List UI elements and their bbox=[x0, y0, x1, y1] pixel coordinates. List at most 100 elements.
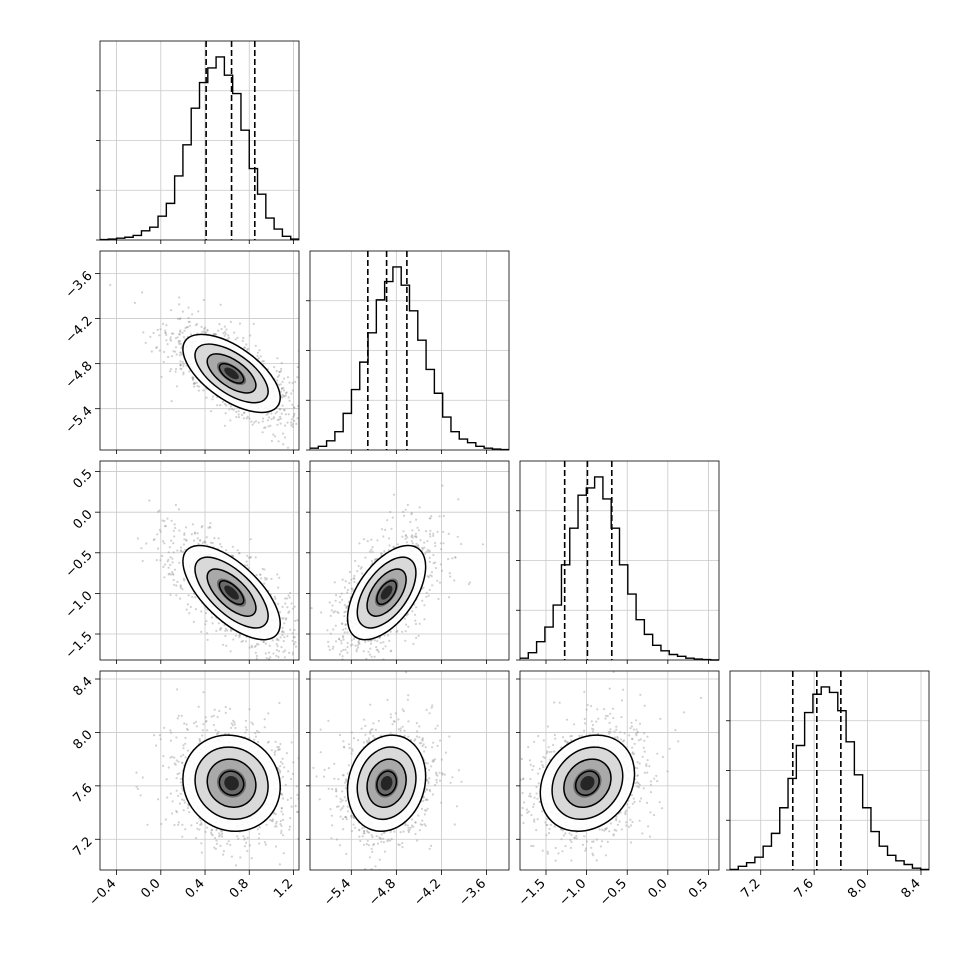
sample-point bbox=[330, 609, 333, 612]
sample-point bbox=[390, 527, 393, 530]
sample-point bbox=[162, 322, 165, 325]
sample-point bbox=[334, 640, 338, 643]
sample-point bbox=[163, 576, 166, 579]
sample-point bbox=[281, 605, 284, 609]
sample-point bbox=[274, 412, 277, 415]
sample-point bbox=[281, 757, 284, 760]
sample-point bbox=[281, 630, 284, 634]
sample-point bbox=[197, 310, 200, 313]
sample-point bbox=[282, 834, 285, 837]
sample-point bbox=[258, 826, 261, 829]
sample-point bbox=[274, 749, 277, 753]
sample-point bbox=[171, 572, 174, 575]
sample-point bbox=[291, 389, 295, 392]
sample-point bbox=[442, 542, 445, 545]
sample-point bbox=[326, 629, 329, 632]
sample-point bbox=[277, 656, 280, 659]
sample-point bbox=[332, 676, 334, 678]
sample-point bbox=[282, 617, 285, 620]
sample-point bbox=[448, 596, 451, 599]
sample-point bbox=[383, 550, 386, 553]
sample-point bbox=[257, 740, 260, 744]
sample-point bbox=[217, 730, 220, 734]
sample-point bbox=[302, 803, 304, 805]
sample-point bbox=[354, 559, 357, 563]
sample-point bbox=[194, 596, 197, 599]
sample-point bbox=[221, 400, 224, 403]
sample-point bbox=[273, 812, 276, 815]
sample-point bbox=[167, 573, 170, 576]
sample-point bbox=[278, 662, 280, 664]
sample-point bbox=[414, 535, 418, 538]
sample-point bbox=[204, 716, 207, 719]
sample-point bbox=[274, 825, 277, 828]
contour-line-3 bbox=[182, 544, 281, 641]
sample-point bbox=[235, 415, 238, 419]
sample-point bbox=[293, 406, 296, 409]
sample-point bbox=[390, 649, 393, 652]
sample-point bbox=[429, 517, 432, 520]
sample-point bbox=[170, 332, 173, 335]
sample-point bbox=[175, 385, 178, 388]
sample-point bbox=[267, 712, 270, 715]
sample-point bbox=[176, 688, 179, 691]
sample-point bbox=[293, 406, 296, 409]
sample-point bbox=[348, 570, 351, 574]
sample-point bbox=[182, 336, 186, 339]
sample-point bbox=[181, 835, 184, 838]
sample-point bbox=[243, 845, 246, 848]
scatter-panel-3-0 bbox=[99, 670, 304, 871]
sample-point bbox=[227, 336, 230, 339]
sample-point bbox=[209, 541, 213, 544]
sample-point bbox=[265, 413, 268, 416]
sample-point bbox=[359, 839, 362, 843]
sample-point bbox=[293, 414, 296, 417]
sample-point bbox=[264, 843, 267, 846]
sample-point bbox=[286, 606, 289, 609]
sample-point bbox=[379, 641, 382, 645]
sample-point bbox=[382, 641, 385, 644]
sample-point bbox=[179, 360, 182, 363]
sample-point bbox=[404, 508, 407, 511]
sample-point bbox=[197, 389, 200, 392]
sample-point bbox=[346, 631, 349, 634]
sample-point bbox=[384, 528, 387, 532]
sample-point bbox=[254, 644, 257, 648]
sample-point bbox=[270, 749, 273, 752]
sample-point bbox=[393, 720, 396, 723]
sample-point bbox=[335, 594, 338, 597]
sample-point bbox=[368, 661, 370, 663]
sample-point bbox=[176, 336, 179, 339]
sample-point bbox=[219, 844, 222, 848]
sample-point bbox=[301, 427, 303, 429]
sample-point bbox=[426, 798, 429, 802]
sample-point bbox=[227, 334, 230, 337]
sample-point bbox=[423, 813, 426, 816]
sample-point bbox=[456, 535, 459, 538]
sample-point bbox=[350, 587, 353, 590]
sample-point bbox=[193, 385, 196, 388]
sample-point bbox=[246, 564, 249, 567]
sample-point bbox=[241, 639, 244, 643]
sample-point bbox=[404, 630, 407, 633]
sample-point bbox=[380, 528, 384, 531]
sample-point bbox=[293, 605, 296, 608]
sample-point bbox=[179, 364, 182, 367]
sample-point bbox=[258, 349, 261, 352]
sample-point bbox=[370, 560, 374, 563]
sample-point bbox=[201, 525, 204, 528]
sample-point bbox=[226, 629, 229, 632]
sample-point bbox=[166, 343, 169, 346]
sample-point bbox=[285, 597, 289, 600]
sample-point bbox=[227, 840, 230, 843]
sample-point bbox=[275, 649, 278, 652]
sample-point bbox=[257, 421, 260, 424]
sample-point bbox=[320, 611, 323, 614]
sample-point bbox=[404, 822, 407, 825]
sample-point bbox=[214, 333, 217, 336]
sample-point bbox=[109, 283, 112, 287]
sample-point bbox=[428, 517, 431, 520]
histogram-step-2 bbox=[520, 476, 719, 661]
sample-point bbox=[356, 570, 359, 573]
